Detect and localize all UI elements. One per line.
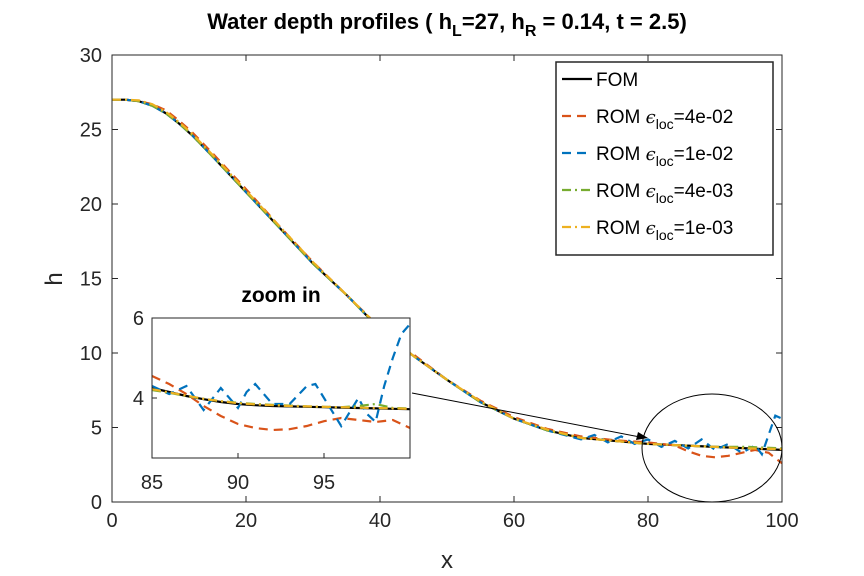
zoom-arrow-line: [411, 392, 641, 438]
y-tick-label: 25: [80, 120, 102, 142]
legend-label: ROM ϵloc=1e-03: [596, 218, 733, 243]
legend-item: ROM ϵloc=1e-03: [562, 218, 733, 243]
main-ticks-group: 0 20 40 60 80 100 0 5 10 15 20 25 30: [80, 45, 799, 532]
legend-label: ROM ϵloc=1e-02: [596, 144, 733, 169]
inset-y-tick-label: 4: [133, 388, 144, 410]
inset-x-tick-label: 90: [227, 472, 249, 494]
x-tick-label: 0: [106, 510, 117, 532]
zoom-arrow-head: [636, 432, 648, 440]
y-tick-label: 20: [80, 194, 102, 216]
y-tick-label: 15: [80, 269, 102, 291]
x-tick-label: 20: [235, 510, 257, 532]
x-tick-label: 60: [503, 510, 525, 532]
y-tick-label: 0: [91, 492, 102, 514]
title-sub-r: R: [525, 23, 537, 40]
inset-x-tick-label: 85: [141, 472, 163, 494]
x-tick-label: 80: [637, 510, 659, 532]
inset-y-tick-label: 6: [133, 308, 144, 330]
series-line-rom-eps-loc-1e-03: [112, 98, 783, 451]
inset-series-line-rom-eps-loc-1e-02: [151, 323, 411, 429]
legend-label: ROM ϵloc=4e-03: [596, 181, 733, 206]
title-mid: =27, h: [462, 9, 525, 34]
inset-border: [151, 317, 411, 459]
title-suffix: = 0.14, t = 2.5): [536, 9, 686, 34]
inset-frame: [152, 318, 410, 458]
inset-series-line-rom-eps-loc-4e-02: [151, 375, 411, 432]
title-prefix: Water depth profiles ( h: [207, 9, 452, 34]
x-axis-label: x: [441, 547, 453, 574]
legend-item: ROM ϵloc=4e-02: [562, 107, 733, 132]
x-tick-label: 100: [765, 510, 798, 532]
zoom-ellipse: [641, 393, 783, 503]
inset-x-tick-label: 95: [313, 472, 335, 494]
inset-series-line-rom-eps-loc-1e-03: [151, 388, 411, 410]
legend-item: FOM: [562, 70, 638, 91]
legend-item: ROM ϵloc=4e-03: [562, 181, 733, 206]
title-sub-l: L: [452, 23, 462, 40]
inset-ticks-group: 85 90 95 4 6: [133, 308, 335, 494]
inset-series-group: [151, 323, 411, 432]
legend-label: FOM: [596, 70, 638, 91]
zoom-annotation: [411, 392, 783, 503]
inset-plot-area: 85 90 95 4 6 zoom in: [133, 284, 411, 494]
y-tick-label: 10: [80, 343, 102, 365]
y-axis-label: h: [41, 272, 68, 285]
legend-item: ROM ϵloc=1e-02: [562, 144, 733, 169]
y-tick-label: 30: [80, 45, 102, 67]
x-tick-label: 40: [369, 510, 391, 532]
legend-label: ROM ϵloc=4e-02: [596, 107, 733, 132]
legend-box: [555, 61, 774, 256]
y-tick-label: 5: [91, 418, 102, 440]
legend: FOM ROM ϵloc=4e-02 ROM ϵloc=1e-02 ROM ϵloc=…: [555, 61, 774, 256]
chart-title: Water depth profiles ( hL=27, hR = 0.14,…: [207, 9, 687, 40]
inset-title: zoom in: [241, 284, 320, 307]
